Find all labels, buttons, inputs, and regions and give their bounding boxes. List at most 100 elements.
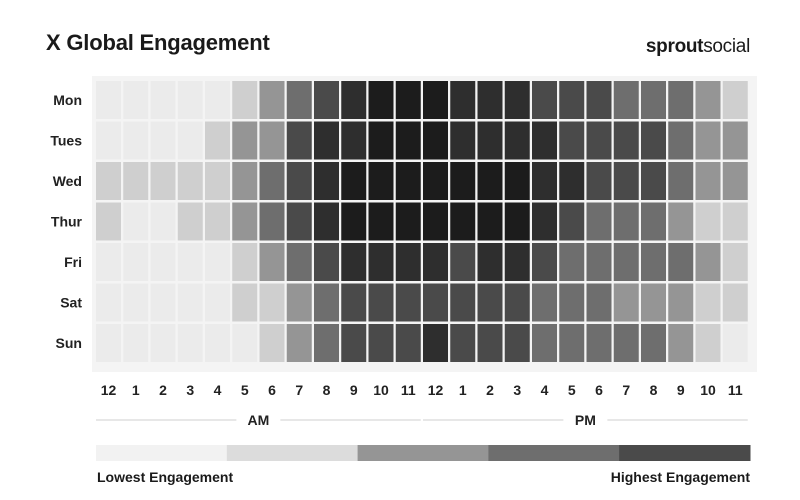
heatmap-cell bbox=[559, 324, 585, 362]
heatmap-cell bbox=[586, 283, 612, 322]
heatmap-cell bbox=[286, 162, 312, 200]
heatmap-cell bbox=[722, 121, 748, 160]
heatmap-cell bbox=[450, 121, 476, 160]
heatmap-cell bbox=[96, 324, 121, 362]
heatmap-cell bbox=[259, 121, 285, 160]
heatmap-cell bbox=[395, 202, 421, 241]
heatmap-cell bbox=[695, 121, 721, 160]
heatmap-cell bbox=[722, 283, 748, 322]
logo-regular-text: social bbox=[703, 36, 750, 57]
heatmap-cell bbox=[532, 81, 557, 119]
heatmap-cell bbox=[532, 283, 557, 322]
heatmap-cell bbox=[641, 121, 666, 160]
heatmap-cell bbox=[532, 121, 557, 160]
heatmap-cell bbox=[177, 202, 203, 241]
legend-segment bbox=[96, 445, 228, 461]
heatmap-cell bbox=[341, 121, 367, 160]
heatmap-cell bbox=[450, 324, 476, 362]
legend-segment bbox=[488, 445, 620, 461]
heatmap-cell bbox=[314, 121, 339, 160]
heatmap-cell bbox=[314, 243, 339, 281]
heatmap-cell bbox=[232, 202, 258, 241]
heatmap-cells bbox=[96, 81, 748, 362]
heatmap-cell bbox=[532, 202, 557, 241]
heatmap-cell bbox=[423, 243, 448, 281]
heatmap-cell bbox=[395, 81, 421, 119]
heatmap-cell bbox=[641, 243, 666, 281]
heatmap-cell bbox=[259, 81, 285, 119]
heatmap-cell bbox=[232, 81, 258, 119]
hour-label: 5 bbox=[568, 382, 576, 398]
day-labels: Mon Tues Wed Thur Fri Sat Sun bbox=[50, 92, 82, 351]
heatmap-cell bbox=[205, 324, 230, 362]
heatmap-cell bbox=[286, 283, 312, 322]
heatmap-cell bbox=[177, 162, 203, 200]
heatmap-cell bbox=[641, 283, 666, 322]
heatmap-cell bbox=[450, 162, 476, 200]
heatmap-cell bbox=[395, 162, 421, 200]
heatmap-cell bbox=[641, 162, 666, 200]
hour-label: 11 bbox=[401, 382, 416, 398]
heatmap-cell bbox=[96, 283, 121, 322]
legend-segment bbox=[226, 445, 359, 461]
heatmap-cell bbox=[504, 324, 530, 362]
heatmap-cell bbox=[477, 202, 503, 241]
legend-low-label: Lowest Engagement bbox=[97, 469, 234, 485]
hour-label: 5 bbox=[241, 382, 249, 398]
heatmap-cell bbox=[722, 243, 748, 281]
heatmap-cell bbox=[477, 283, 503, 322]
heatmap-cell bbox=[150, 81, 176, 119]
hour-label: 10 bbox=[700, 382, 716, 398]
heatmap-cell bbox=[341, 162, 367, 200]
heatmap-cell bbox=[341, 202, 367, 241]
heatmap-cell bbox=[722, 81, 748, 119]
heatmap-cell bbox=[150, 283, 176, 322]
hour-label: 4 bbox=[214, 382, 222, 398]
heatmap-cell bbox=[423, 283, 448, 322]
heatmap-cell bbox=[722, 202, 748, 241]
heatmap-cell bbox=[668, 283, 694, 322]
hour-label: 2 bbox=[159, 382, 167, 398]
heatmap-cell bbox=[586, 121, 612, 160]
heatmap-cell bbox=[150, 324, 176, 362]
heatmap-cell bbox=[450, 81, 476, 119]
sproutsocial-logo: sproutsocial bbox=[646, 36, 750, 58]
heatmap-cell bbox=[177, 324, 203, 362]
heatmap-cell bbox=[341, 81, 367, 119]
heatmap-cell bbox=[586, 243, 612, 281]
heatmap-cell bbox=[559, 202, 585, 241]
heatmap-cell bbox=[395, 283, 421, 322]
hour-label: 8 bbox=[650, 382, 658, 398]
heatmap-cell bbox=[586, 162, 612, 200]
heatmap-cell bbox=[504, 243, 530, 281]
heatmap-cell bbox=[232, 324, 258, 362]
heatmap-cell bbox=[150, 243, 176, 281]
heatmap-cell bbox=[314, 81, 339, 119]
period-labels: AM PM bbox=[96, 412, 748, 428]
heatmap-cell bbox=[395, 121, 421, 160]
heatmap-cell bbox=[232, 121, 258, 160]
day-label: Tues bbox=[50, 133, 82, 149]
heatmap-cell bbox=[477, 243, 503, 281]
heatmap-cell bbox=[259, 243, 285, 281]
heatmap-cell bbox=[96, 243, 121, 281]
chart-title: X Global Engagement bbox=[46, 30, 270, 55]
heatmap-cell bbox=[341, 324, 367, 362]
heatmap-cell bbox=[504, 283, 530, 322]
heatmap-cell bbox=[668, 324, 694, 362]
heatmap-cell bbox=[259, 202, 285, 241]
heatmap-cell bbox=[668, 81, 694, 119]
heatmap-cell bbox=[259, 324, 285, 362]
heatmap-cell bbox=[205, 243, 230, 281]
hour-label: 9 bbox=[350, 382, 358, 398]
heatmap-cell bbox=[532, 243, 557, 281]
heatmap-cell bbox=[450, 243, 476, 281]
heatmap-cell bbox=[96, 121, 121, 160]
heatmap-cell bbox=[232, 283, 258, 322]
heatmap-cell bbox=[613, 243, 639, 281]
hour-label: 2 bbox=[486, 382, 494, 398]
heatmap-cell bbox=[532, 324, 557, 362]
heatmap-cell bbox=[722, 324, 748, 362]
heatmap-cell bbox=[205, 202, 230, 241]
heatmap-cell bbox=[123, 243, 149, 281]
